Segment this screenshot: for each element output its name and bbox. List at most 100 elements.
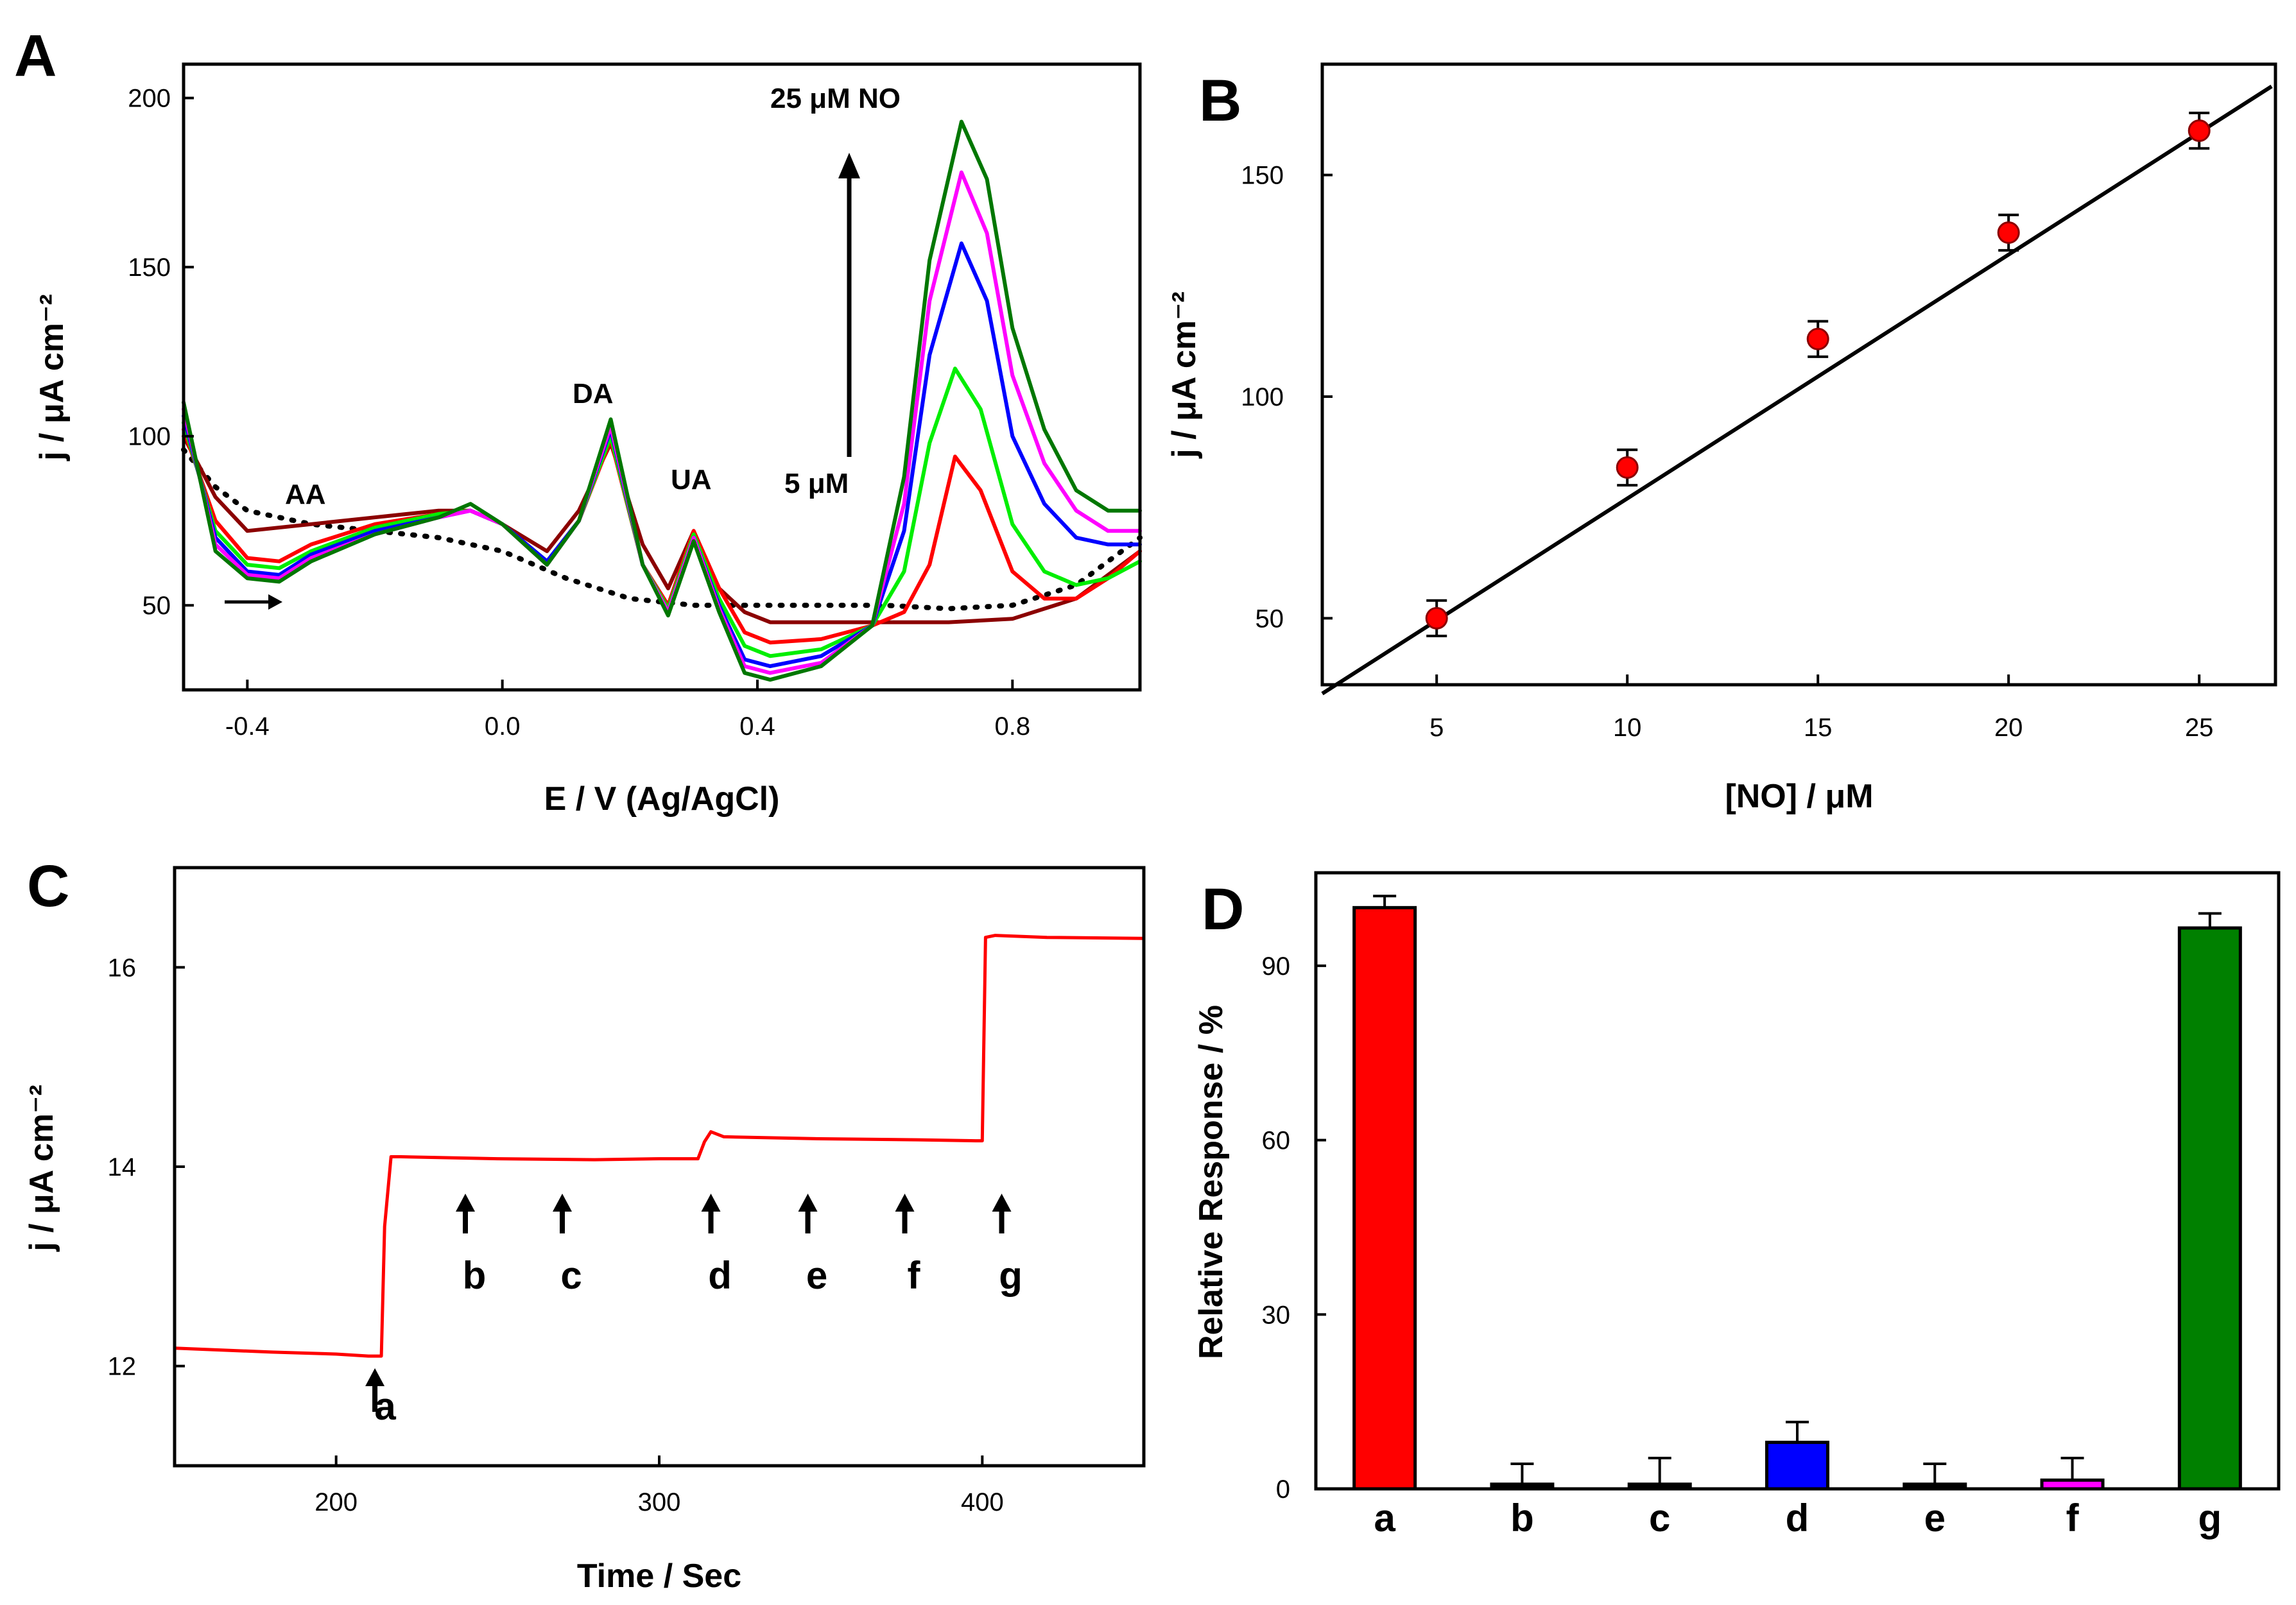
panel-b-frame <box>1320 62 2277 687</box>
panel-d-frame <box>1314 871 2281 1491</box>
panel-b-point <box>1616 456 1639 479</box>
annotation-25um-no: 25 μM NO <box>770 83 901 114</box>
panel-d-ytick-label: 30 <box>1262 1301 1291 1329</box>
panel-b-xtick-label: 5 <box>1429 714 1444 742</box>
panel-c-trace <box>174 934 1144 1358</box>
event-marker-d: d <box>701 1194 732 1297</box>
panel-a-ytick-label: 150 <box>128 253 171 282</box>
event-arrow-head <box>701 1194 721 1212</box>
panel-a-xtick-label: 0.4 <box>739 712 775 741</box>
event-marker-b: b <box>456 1194 486 1297</box>
panel-c-xtick-label: 400 <box>961 1488 1004 1516</box>
annotation-5um: 5 μM <box>784 468 849 499</box>
panel-b-xtick-label: 20 <box>1994 714 2023 742</box>
panel-c-series <box>174 934 1144 1358</box>
event-marker-c: c <box>553 1194 582 1297</box>
panel-b-ytick-label: 150 <box>1241 162 1284 190</box>
panel-a-xtick-label: 0.0 <box>485 712 521 741</box>
annotation-ua: UA <box>671 464 712 495</box>
panel-c-ytick-label: 12 <box>108 1353 137 1381</box>
panel-letter-c: C <box>27 854 69 919</box>
panel-b-xtick-label: 15 <box>1804 714 1833 742</box>
panel-d-ylabel: Relative Response / % <box>1193 1005 1230 1359</box>
panel-b-ylabel: j / μA cm⁻² <box>1166 291 1203 459</box>
panel-b-series <box>1321 85 2273 696</box>
panel-letter-d: D <box>1202 877 1244 942</box>
event-arrow-head <box>895 1194 915 1212</box>
panel-d-category-label: f <box>2066 1497 2080 1540</box>
event-label-d: d <box>708 1254 732 1297</box>
event-marker-g: g <box>992 1194 1023 1297</box>
panel-d-category-label: c <box>1649 1497 1670 1540</box>
panel-c-xtick-label: 300 <box>638 1488 681 1516</box>
panel-d-category-label: g <box>2198 1497 2222 1540</box>
panel-c-ylabel: j / μA cm⁻² <box>23 1085 60 1252</box>
panel-b-ytick-label: 100 <box>1241 383 1284 411</box>
annotation-da: DA <box>573 378 614 409</box>
panel-b-ytick-label: 50 <box>1256 605 1284 633</box>
panel-d-chart: 0 30 60 90 a b c d e f g Relative Response / % <box>1193 871 2281 1540</box>
panel-b-point <box>2188 119 2211 142</box>
panel-a-series-line-5 <box>182 170 1142 675</box>
event-label-b: b <box>463 1254 487 1297</box>
panel-b-xlabel: [NO] / μM <box>1725 778 1873 815</box>
event-arrow-head <box>456 1194 475 1212</box>
panel-a-series <box>181 119 1143 682</box>
panel-b-point <box>1806 327 1829 350</box>
event-arrow-head <box>553 1194 572 1212</box>
panel-a-xtick-label: -0.4 <box>225 712 270 741</box>
panel-b-fit-line <box>1321 85 2273 696</box>
panel-d-ticks: 0 30 60 90 <box>1262 952 1326 1504</box>
panel-d-ytick-label: 0 <box>1276 1475 1290 1504</box>
panel-c-xlabel: Time / Sec <box>577 1558 741 1595</box>
panel-d-category-label: a <box>1374 1497 1395 1540</box>
panel-b-chart: 5 10 15 20 25 50 100 150 [NO] / μM j / μA cm⁻² <box>1166 62 2277 815</box>
panel-d-category-label: b <box>1510 1497 1534 1540</box>
panel-d-ytick-label: 60 <box>1262 1127 1291 1155</box>
panel-letter-a: A <box>14 23 56 89</box>
panel-a-series-line-6 <box>182 119 1142 682</box>
panel-a-ticks: -0.4 0.0 0.4 0.8 50 100 150 200 <box>128 85 1030 741</box>
panel-c-chart: 200 300 400 12 14 16 a b c d e f g Time / Sec j / μ… <box>23 866 1146 1595</box>
event-label-g: g <box>999 1254 1023 1297</box>
concentration-arrow <box>838 153 860 457</box>
event-marker-a: a <box>365 1368 396 1428</box>
annotation-aa: AA <box>285 479 326 510</box>
panel-c-ytick-label: 16 <box>108 954 137 982</box>
panel-b-xtick-label: 25 <box>2185 714 2214 742</box>
panel-a-ytick-label: 100 <box>128 423 171 451</box>
panel-a-frame <box>182 62 1142 692</box>
panel-a-series-line-1 <box>182 434 1142 624</box>
panel-a-ytick-label: 200 <box>128 85 171 113</box>
event-label-e: e <box>806 1254 827 1297</box>
panel-b-xtick-label: 10 <box>1613 714 1642 742</box>
panel-a-xlabel: E / V (Ag/AgCl) <box>544 780 780 818</box>
panel-c-frame <box>173 866 1146 1468</box>
panel-b-point <box>1425 606 1448 630</box>
panel-d-bar-g <box>2177 926 2242 1491</box>
panel-c-ytick-label: 14 <box>108 1153 137 1181</box>
event-marker-e: e <box>798 1194 827 1297</box>
event-marker-f: f <box>895 1194 921 1297</box>
panel-a-chart: -0.4 0.0 0.4 0.8 50 100 150 200 E / V (Ag/AgCl)… <box>33 62 1143 818</box>
panel-c-xtick-label: 200 <box>315 1488 358 1516</box>
event-arrow-head <box>365 1368 385 1386</box>
event-arrow-head <box>798 1194 818 1212</box>
event-label-a: a <box>374 1385 396 1428</box>
panel-a-series-line-0 <box>181 447 1143 612</box>
event-arrow-head <box>992 1194 1012 1212</box>
panel-a-ytick-label: 50 <box>142 592 171 620</box>
panel-d-category-label: e <box>1924 1497 1946 1540</box>
panel-c-ticks: 200 300 400 12 14 16 <box>108 954 1004 1516</box>
event-label-c: c <box>560 1254 582 1297</box>
panel-a-ylabel: j / μA cm⁻² <box>33 294 71 461</box>
event-label-f: f <box>908 1254 921 1297</box>
panel-b-point <box>1997 221 2020 244</box>
panel-d-ytick-label: 90 <box>1262 952 1291 981</box>
scan-direction-arrow <box>225 594 282 610</box>
panel-d-category-label: d <box>1786 1497 1809 1540</box>
panel-d-bars: a b c d e f g <box>1352 895 2242 1540</box>
panel-d-bar-a <box>1352 905 1417 1491</box>
panel-c-events: a b c d e f g <box>365 1194 1023 1428</box>
